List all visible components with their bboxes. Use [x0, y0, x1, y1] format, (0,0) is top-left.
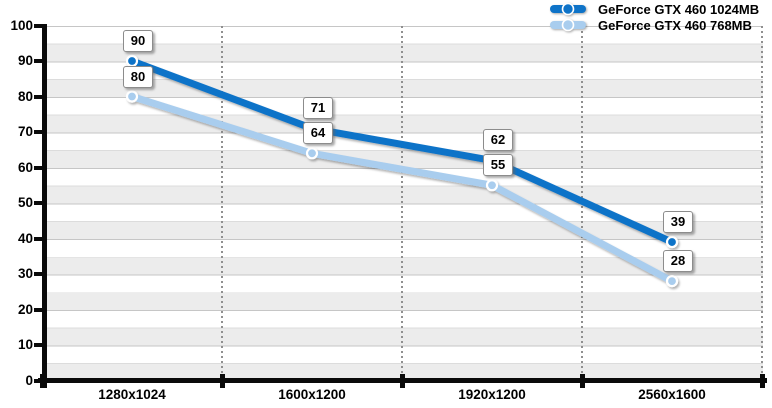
y-axis-tick-label: 50	[17, 195, 33, 210]
y-axis-tick-label: 100	[10, 17, 33, 33]
x-axis-category-label: 2560x1600	[638, 387, 706, 402]
y-axis-tick-label: 80	[17, 88, 33, 104]
category-separator-line	[221, 25, 223, 381]
y-axis-tick-label: 0	[25, 372, 33, 388]
x-axis-tick	[760, 374, 765, 388]
y-axis-tick-label: 40	[17, 230, 33, 246]
x-axis-tick	[400, 374, 405, 388]
y-axis-tick-label: 70	[17, 124, 33, 139]
data-point-value-label: 71	[303, 97, 333, 120]
y-axis-tick	[34, 23, 43, 28]
y-axis-tick	[34, 94, 43, 99]
series-line-0	[125, 54, 679, 249]
data-point-marker	[665, 235, 679, 249]
data-point-marker	[485, 179, 499, 192]
y-axis-tick	[34, 236, 43, 241]
y-axis-tick	[34, 165, 43, 170]
category-separator-line	[761, 25, 763, 381]
legend-item-label: GeForce GTX 460 1024MB	[598, 1, 760, 17]
x-axis-tick	[580, 374, 585, 388]
y-axis-tick	[34, 307, 43, 312]
data-point-marker	[125, 90, 139, 103]
legend-line-marker-icon	[550, 18, 586, 32]
data-point-marker	[665, 275, 679, 288]
x-axis-category-label: 1600x1200	[278, 387, 346, 402]
data-point-value-label: 80	[123, 65, 153, 88]
x-axis-tick	[220, 374, 225, 388]
data-point-marker	[305, 147, 319, 160]
y-axis-tick	[34, 343, 43, 347]
category-separator-line	[401, 25, 403, 381]
y-axis-tick-label: 60	[17, 159, 33, 175]
y-axis-tick-label: 10	[17, 337, 33, 352]
y-axis-tick-label: 20	[17, 301, 33, 317]
y-axis-tick	[34, 201, 43, 205]
legend-item-1: GeForce GTX 460 768MB	[548, 17, 759, 33]
legend: GeForce GTX 460 1024MB GeForce GTX 460 76…	[548, 1, 759, 33]
data-point-value-label: 64	[303, 122, 333, 145]
legend-item-0: GeForce GTX 460 1024MB	[548, 1, 759, 17]
plot-area	[44, 25, 763, 381]
y-axis-tick	[34, 59, 43, 63]
series-line-1	[125, 90, 679, 288]
y-axis-tick	[34, 378, 43, 383]
data-point-value-label: 39	[663, 211, 693, 234]
data-point-marker	[125, 54, 139, 68]
legend-item-label: GeForce GTX 460 768MB	[598, 17, 752, 33]
data-point-value-label: 28	[663, 250, 693, 273]
x-axis-category-label: 1920x1200	[458, 387, 526, 402]
y-axis-line	[42, 24, 47, 388]
y-axis-tick	[34, 130, 43, 134]
y-axis-tick-label: 90	[17, 53, 33, 68]
x-axis-category-label: 1280x1024	[98, 387, 166, 402]
data-point-value-label: 55	[483, 154, 513, 177]
x-axis-tick	[40, 374, 45, 388]
y-axis-tick	[34, 272, 43, 276]
legend-line-marker-icon	[550, 2, 586, 16]
data-point-value-label: 62	[483, 129, 513, 152]
data-point-value-label: 90	[123, 30, 153, 52]
y-axis-tick-label: 30	[17, 266, 33, 281]
